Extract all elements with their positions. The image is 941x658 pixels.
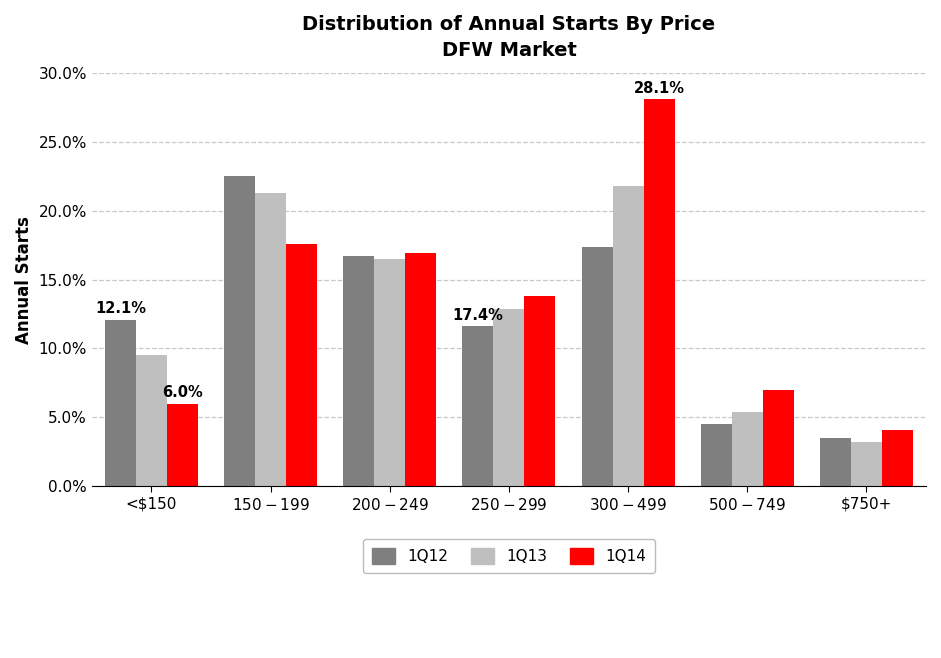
Bar	[343, 256, 375, 486]
Bar	[406, 253, 437, 486]
Bar	[851, 442, 882, 486]
Bar	[582, 247, 613, 486]
Title: Distribution of Annual Starts By Price
DFW Market: Distribution of Annual Starts By Price D…	[302, 15, 715, 61]
Y-axis label: Annual Starts: Annual Starts	[15, 216, 33, 343]
Bar	[255, 193, 286, 486]
Text: 12.1%: 12.1%	[95, 301, 146, 316]
Bar	[462, 326, 493, 486]
Bar	[882, 430, 913, 486]
Legend: 1Q12, 1Q13, 1Q14: 1Q12, 1Q13, 1Q14	[363, 539, 655, 574]
Text: 17.4%: 17.4%	[453, 308, 503, 323]
Bar	[224, 176, 255, 486]
Bar	[286, 244, 317, 486]
Bar	[701, 424, 732, 486]
Bar	[524, 296, 555, 486]
Bar	[820, 438, 851, 486]
Bar	[167, 403, 198, 486]
Bar	[732, 412, 763, 486]
Text: 6.0%: 6.0%	[162, 385, 203, 400]
Bar	[375, 259, 406, 486]
Bar	[493, 309, 524, 486]
Bar	[136, 355, 167, 486]
Bar	[763, 390, 794, 486]
Bar	[644, 99, 675, 486]
Text: 28.1%: 28.1%	[633, 81, 685, 96]
Bar	[613, 186, 644, 486]
Bar	[105, 320, 136, 486]
